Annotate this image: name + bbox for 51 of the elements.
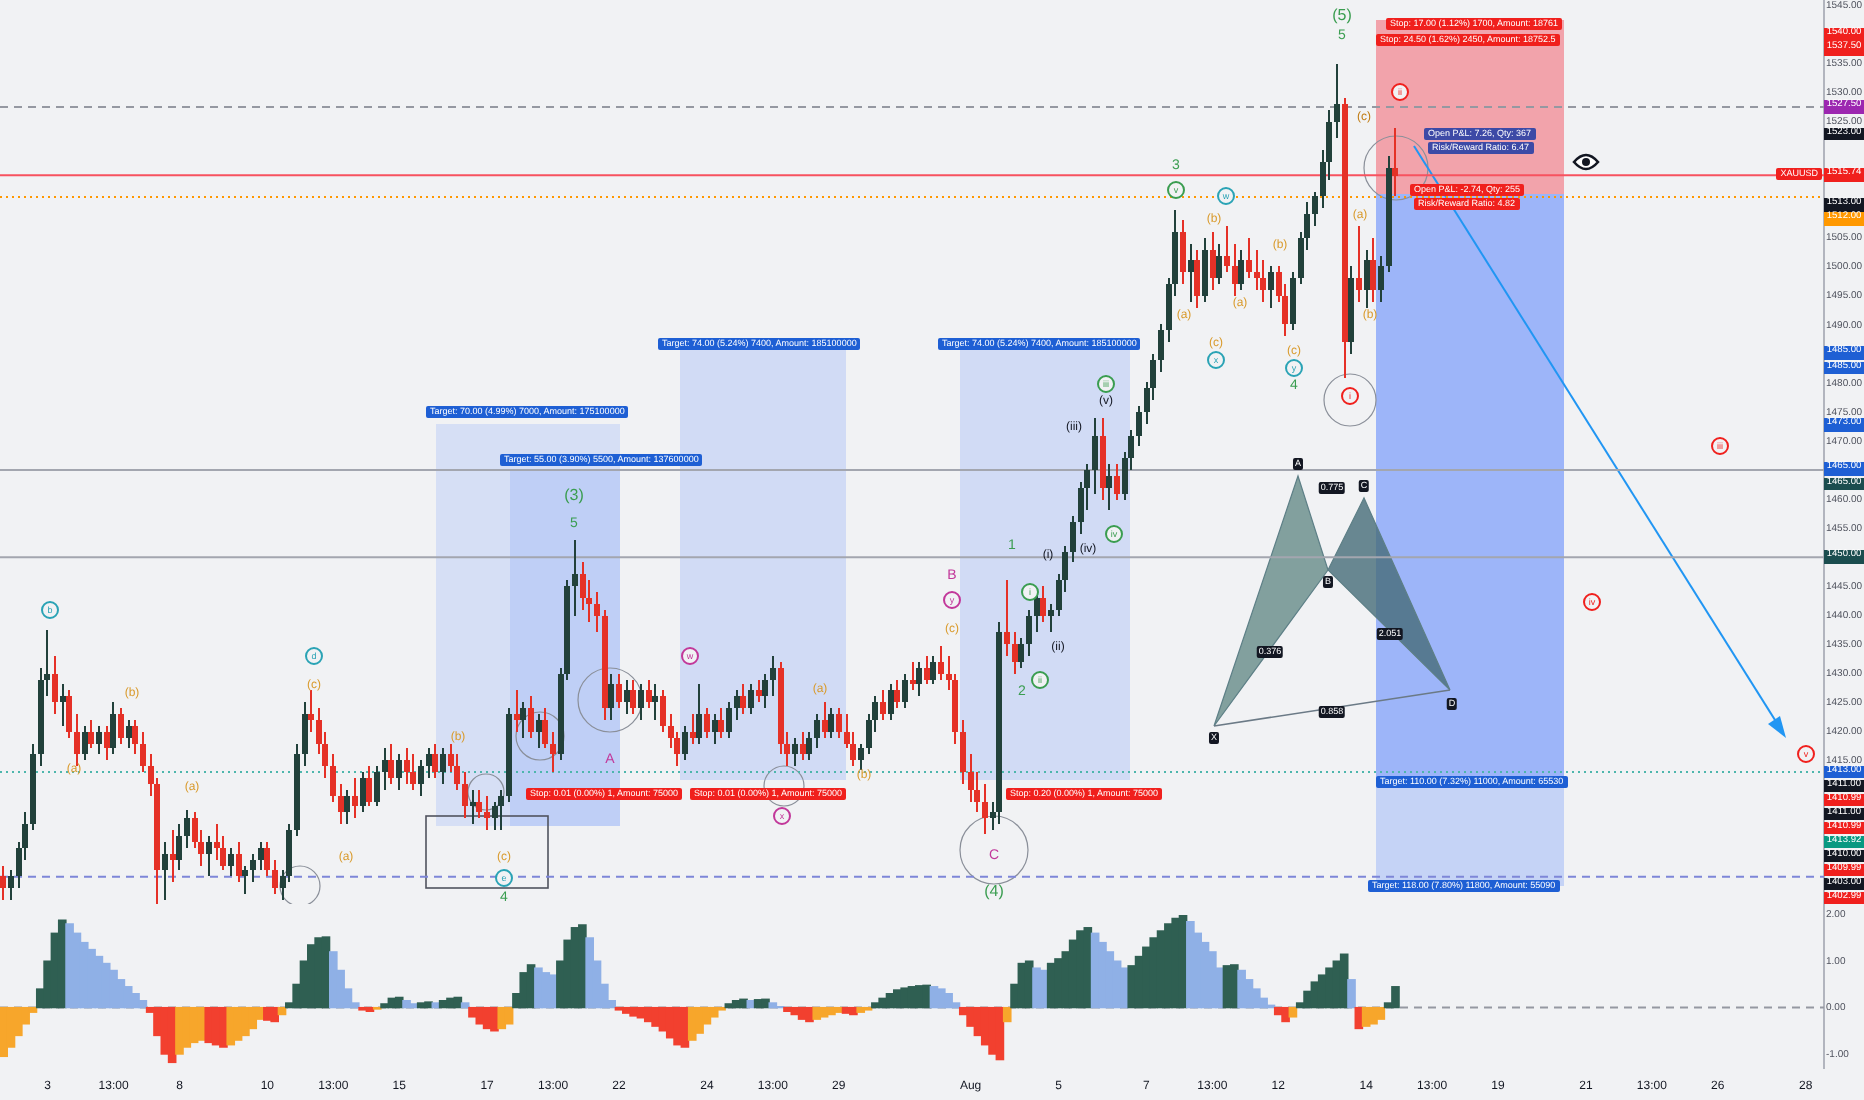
- bar: [1347, 979, 1356, 1009]
- bar: [1083, 927, 1093, 1009]
- bar: [226, 1006, 236, 1046]
- bar: [944, 993, 953, 1009]
- annotation: (5): [1332, 6, 1352, 24]
- bar: [1002, 1006, 1012, 1023]
- bar: [204, 1006, 214, 1044]
- bar: [182, 1006, 192, 1048]
- bar: [314, 937, 323, 1009]
- bar: [541, 972, 551, 1009]
- bar: [856, 1006, 866, 1013]
- bar: [922, 984, 931, 1009]
- annotation: (4): [984, 882, 1004, 900]
- bar: [709, 1006, 719, 1018]
- bar: [1288, 1006, 1298, 1018]
- bar: [673, 1006, 682, 1046]
- bar: [1054, 958, 1063, 1009]
- bar: [812, 1006, 822, 1020]
- bar: [1032, 967, 1041, 1009]
- bar: [497, 1006, 507, 1030]
- bar: [1237, 969, 1246, 1009]
- bar: [1325, 967, 1334, 1009]
- bar: [585, 937, 595, 1009]
- bar: [402, 999, 411, 1009]
- annotation: (3): [564, 486, 584, 504]
- bar: [270, 1006, 280, 1023]
- bar: [768, 1002, 778, 1009]
- bar: [1376, 1006, 1386, 1020]
- bar: [834, 1006, 844, 1013]
- bar: [475, 1006, 485, 1025]
- bar: [1149, 937, 1159, 1009]
- bar: [629, 1006, 638, 1017]
- bar: [1391, 986, 1400, 1009]
- bar: [248, 1006, 258, 1030]
- bar: [380, 1003, 389, 1009]
- bar: [131, 993, 140, 1009]
- bar: [1171, 917, 1181, 1009]
- bar: [1281, 1006, 1290, 1023]
- bar: [87, 948, 96, 1009]
- bar: [460, 1002, 470, 1009]
- bar: [695, 1006, 704, 1034]
- bar: [988, 1006, 997, 1055]
- bar: [1339, 953, 1349, 1009]
- bar: [160, 1006, 170, 1055]
- bar: [65, 923, 74, 1009]
- bar: [109, 969, 118, 1009]
- bar: [900, 987, 909, 1009]
- bar: [424, 1001, 433, 1009]
- bar: [504, 1006, 514, 1025]
- bar: [651, 1006, 660, 1027]
- bar: [519, 972, 529, 1009]
